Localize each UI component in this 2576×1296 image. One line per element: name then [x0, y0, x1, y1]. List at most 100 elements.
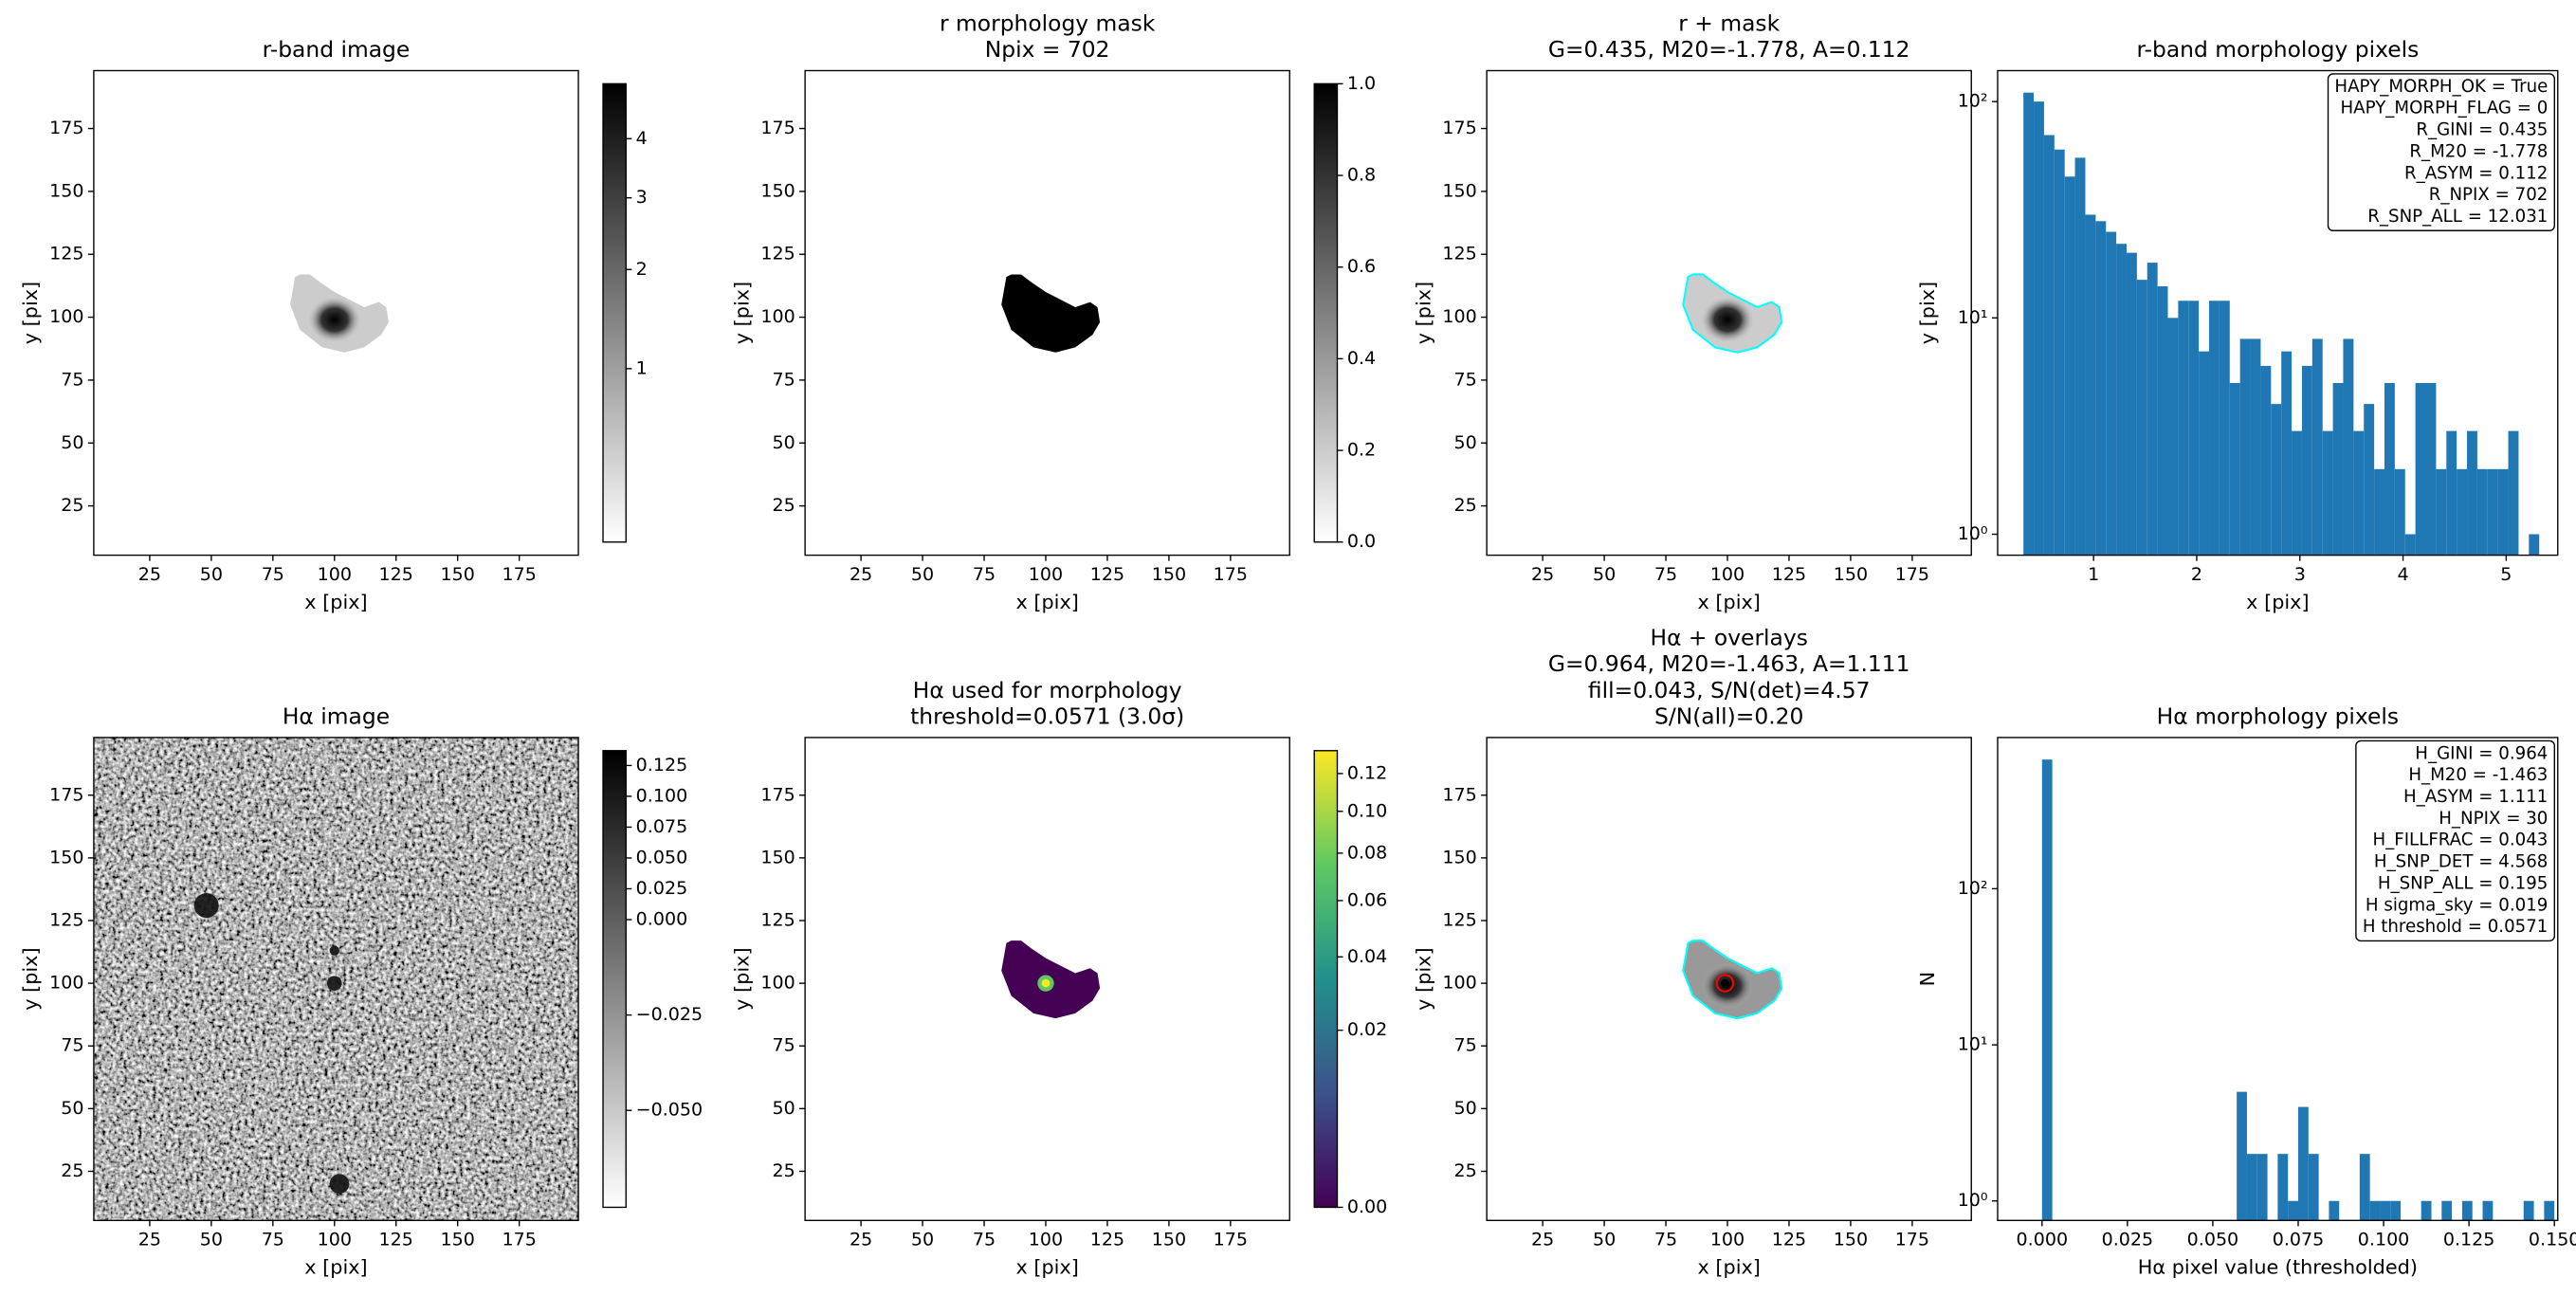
x-tick-label: 75 — [262, 564, 284, 585]
y-axis-label: y [pix] — [730, 282, 753, 344]
bar — [2529, 534, 2540, 556]
colorbar-tick-label: 0.08 — [1347, 842, 1387, 863]
annotation-line: R_ASYM = 0.112 — [2404, 163, 2548, 183]
annotation-line: H_GINI = 0.964 — [2415, 743, 2548, 763]
annotation-line: H_M20 = -1.463 — [2408, 765, 2548, 785]
bar — [2384, 383, 2395, 556]
x-tick-label: 100 — [1710, 1230, 1745, 1250]
y-tick-label: 50 — [61, 1098, 83, 1119]
y-tick-label: 50 — [772, 432, 795, 453]
x-axis-label: x [pix] — [304, 1256, 367, 1279]
axes-frame — [1486, 69, 1972, 557]
x-tick-label: 5 — [2500, 564, 2512, 585]
y-tick-label: 25 — [1453, 495, 1476, 516]
colorbar-tick-label: 0.025 — [636, 878, 688, 899]
x-tick-label: 75 — [973, 564, 996, 585]
y-axis-label: y [pix] — [1916, 282, 1939, 344]
bar — [2425, 383, 2437, 556]
x-tick-label: 0.050 — [2187, 1230, 2239, 1250]
y-tick-label: 50 — [1453, 432, 1476, 453]
bar — [2188, 301, 2200, 556]
bar — [2167, 318, 2179, 556]
colorbar-tick-label: 1.0 — [1347, 73, 1376, 94]
chart-title: G=0.435, M20=-1.778, A=0.112 — [1548, 36, 1910, 63]
y-tick-label: 150 — [760, 847, 795, 867]
annotation-line: H_SNP_ALL = 0.195 — [2378, 873, 2549, 893]
bar — [2311, 338, 2323, 556]
x-tick-label: 150 — [441, 564, 475, 585]
x-tick-label: 150 — [441, 1230, 475, 1250]
x-tick-label: 125 — [379, 1230, 413, 1250]
bar — [2043, 135, 2055, 556]
x-tick-label: 125 — [1772, 1230, 1806, 1250]
x-tick-label: 0.000 — [2017, 1230, 2069, 1250]
bar — [2467, 430, 2477, 556]
colorbar-tick-label: 0.8 — [1347, 165, 1376, 186]
colorbar — [1313, 750, 1339, 1209]
bar — [2209, 301, 2220, 556]
plot-area — [290, 274, 389, 353]
x-tick-label: 2 — [2191, 564, 2202, 585]
x-tick-label: 75 — [973, 1230, 996, 1250]
x-tick-label: 25 — [1531, 564, 1554, 585]
axes-frame — [804, 737, 1290, 1221]
bar — [2277, 1154, 2289, 1221]
annotation-line: R_NPIX = 702 — [2429, 185, 2549, 205]
chart-title: fill=0.043, S/N(det)=4.57 — [1588, 677, 1871, 703]
x-tick-label: 75 — [1654, 1230, 1677, 1250]
bar — [2343, 338, 2354, 556]
y-tick-label: 25 — [61, 495, 83, 516]
detection-contour — [1715, 974, 1735, 993]
x-tick-label: 50 — [1593, 1230, 1616, 1250]
bar — [2394, 468, 2405, 556]
bar — [2508, 430, 2519, 556]
source-blob — [329, 1174, 350, 1195]
colorbar-tick-label: 0.050 — [636, 847, 688, 867]
annotation-line: HAPY_MORPH_FLAG = 0 — [2341, 99, 2549, 119]
x-tick-label: 175 — [1895, 564, 1929, 585]
y-tick-label: 10⁰ — [1958, 1190, 1988, 1211]
annotation-line: R_M20 = -1.778 — [2409, 141, 2548, 161]
x-tick-label: 50 — [911, 1230, 934, 1250]
y-tick-label: 150 — [1442, 847, 1476, 867]
bar — [2219, 301, 2230, 556]
x-tick-label: 100 — [1029, 1230, 1063, 1250]
y-tick-label: 10⁰ — [1958, 523, 1988, 544]
x-tick-label: 50 — [911, 564, 934, 585]
y-tick-label: 25 — [61, 1160, 83, 1181]
colorbar-tick-label: 0.10 — [1347, 800, 1387, 821]
colorbar-tick-label: 0.4 — [1347, 348, 1376, 369]
colorbar-tick-label: −0.050 — [636, 1100, 703, 1121]
x-tick-label: 125 — [1772, 564, 1806, 585]
x-tick-label: 100 — [318, 1230, 352, 1250]
colorbar-tick-label: 4 — [636, 128, 648, 149]
bar — [2482, 1200, 2494, 1221]
x-tick-label: 3 — [2294, 564, 2306, 585]
x-axis-label: x [pix] — [1015, 591, 1078, 613]
x-axis-label: x [pix] — [1698, 591, 1761, 613]
y-tick-label: 125 — [1442, 909, 1476, 930]
colorbar-tick-label: 0.02 — [1347, 1019, 1387, 1040]
chart-title: Hα image — [283, 703, 390, 730]
bar — [2095, 221, 2107, 556]
x-tick-label: 175 — [1214, 564, 1248, 585]
y-axis-label: y [pix] — [1412, 947, 1434, 1010]
y-tick-label: 50 — [1453, 1098, 1476, 1119]
axes-frame — [1997, 737, 2559, 1221]
bar — [2329, 1200, 2340, 1221]
x-tick-label: 4 — [2398, 564, 2409, 585]
plot-area — [93, 737, 579, 1221]
x-tick-label: 175 — [502, 1230, 536, 1250]
chart-title: G=0.964, M20=-1.463, A=1.111 — [1548, 650, 1910, 677]
colorbar-tick-label: 0.125 — [636, 755, 688, 776]
colorbar-tick-label: 0.000 — [636, 908, 688, 929]
axes-frame — [1486, 737, 1972, 1221]
y-tick-label: 25 — [772, 495, 795, 516]
x-tick-label: 100 — [1710, 564, 1745, 585]
x-tick-label: 75 — [1654, 564, 1677, 585]
x-axis-label: x [pix] — [1015, 1256, 1078, 1279]
x-tick-label: 25 — [138, 1230, 161, 1250]
chart-title: S/N(all)=0.20 — [1654, 703, 1803, 730]
annotation-line: H_FILLFRAC = 0.043 — [2372, 831, 2548, 850]
